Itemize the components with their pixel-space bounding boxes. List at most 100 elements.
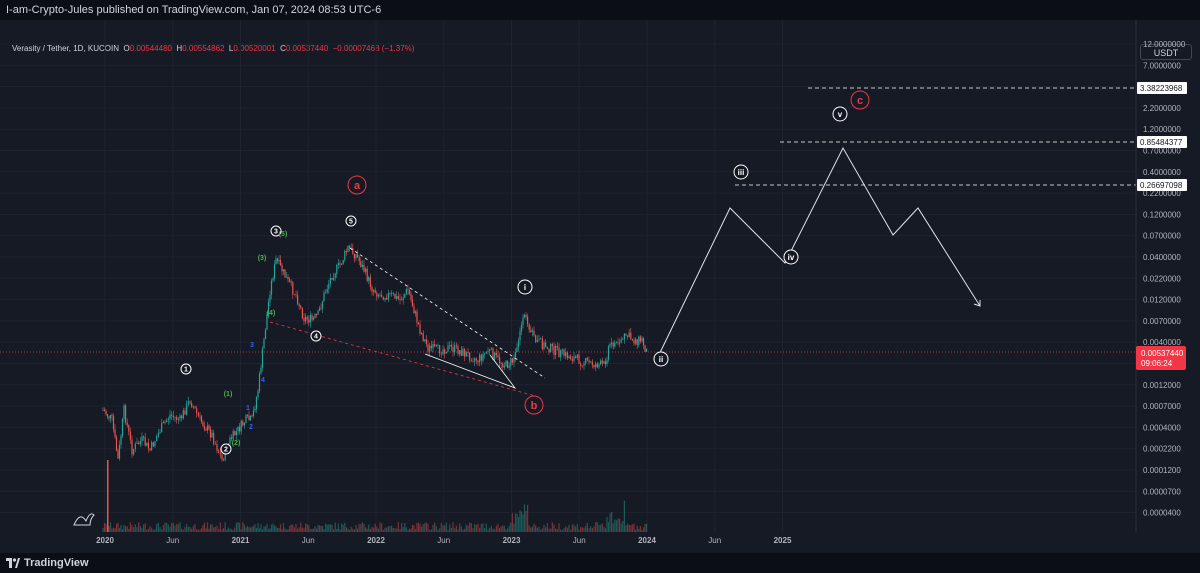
volume-bar [328, 524, 330, 532]
volume-bar [365, 527, 367, 532]
candle-body [570, 356, 572, 360]
candle-body [384, 297, 386, 300]
candle-body [249, 415, 252, 421]
volume-bar [174, 525, 176, 532]
candle-body [591, 361, 593, 366]
candle-body [576, 354, 578, 358]
support-line [269, 321, 536, 397]
candle-body [411, 299, 414, 307]
wave-label-text: a [354, 180, 361, 192]
volume-bar [205, 528, 207, 532]
volume-bar [523, 504, 526, 532]
volume-bar [136, 527, 138, 532]
candle-body [275, 258, 277, 265]
volume-bar [411, 524, 414, 532]
candle-body [254, 408, 256, 411]
wave-red-c: c [850, 90, 870, 110]
volume-bar [452, 522, 454, 532]
candle-body [111, 415, 113, 417]
candle-body [108, 416, 110, 419]
volume-bar [576, 523, 578, 532]
volume-bar [257, 523, 259, 532]
volume-bar [361, 522, 363, 532]
y-tick-label: 2.2000000 [1143, 104, 1181, 113]
volume-bar [499, 528, 501, 532]
volume-bar [154, 529, 156, 532]
candle-body [442, 349, 444, 355]
candle-body [422, 333, 424, 342]
candle-body [417, 322, 420, 325]
candle-body [248, 415, 250, 421]
volume-bar [560, 529, 562, 532]
volume-bar [292, 524, 294, 532]
volume-bar [121, 529, 124, 532]
candle-body [588, 360, 590, 363]
volume-bar [487, 529, 489, 532]
volume-spike [107, 460, 109, 532]
candle-body [503, 365, 505, 368]
volume-bar [417, 522, 420, 532]
x-tick-label: 2023 [503, 536, 521, 545]
volume-bar [470, 523, 472, 532]
volume-bar [189, 526, 191, 532]
candle-body [323, 292, 325, 302]
volume-bar [312, 528, 315, 532]
candle-body [374, 290, 376, 293]
volume-bar [440, 522, 442, 532]
volume-bar [414, 529, 417, 532]
volume-bar [199, 529, 201, 532]
y-tick-label: 0.0400000 [1143, 253, 1181, 262]
volume-bar [181, 528, 183, 532]
volume-bar [450, 527, 452, 532]
candle-body [174, 416, 176, 418]
wave-label-text: 3 [274, 228, 278, 235]
volume-bar [226, 529, 228, 532]
candle-body [167, 419, 169, 421]
candle-body [413, 306, 415, 314]
volume-bar [117, 522, 119, 532]
volume-bar [408, 528, 411, 532]
volume-bar [494, 529, 496, 532]
symbol-name: Verasity / Tether, 1D, KUCOIN [12, 44, 120, 53]
volume-bar [535, 525, 537, 532]
candle-body [164, 421, 166, 423]
wave-label-circle [180, 363, 192, 375]
candle-body [489, 349, 491, 351]
wave-green-2: (3) [258, 255, 267, 262]
candle-body [369, 277, 371, 288]
volume-bar [404, 523, 406, 532]
volume-bar [541, 528, 543, 532]
candle-body [611, 342, 613, 344]
volume-bar [320, 525, 322, 532]
x-tick-label: Jun [437, 536, 450, 545]
volume-bar [349, 529, 351, 532]
candle-body [242, 421, 244, 426]
volume-bar [432, 524, 434, 532]
volume-bar [146, 529, 148, 532]
dino-icon [73, 513, 95, 526]
volume-bar [167, 524, 169, 532]
candle-body [568, 356, 570, 359]
volume-bar [202, 524, 204, 532]
volume-bar [311, 528, 313, 532]
volume-bar [434, 522, 436, 532]
candle-body [630, 332, 632, 340]
currency-button[interactable]: USDT [1140, 44, 1192, 60]
candle-body [401, 299, 403, 301]
candle-body [638, 336, 640, 345]
chart-area[interactable]: Verasity / Tether, 1D, KUCOIN O0.0054448… [0, 20, 1200, 553]
wave-label-circle [733, 164, 749, 180]
wave-label-circle [347, 175, 367, 195]
volume-bar [355, 524, 357, 532]
candle-body [460, 350, 462, 356]
volume-bar [227, 527, 229, 532]
volume-bar [336, 528, 338, 532]
candle-body [389, 292, 391, 294]
candle-body [482, 354, 484, 361]
tradingview-logo-icon [6, 558, 20, 568]
candle-body [531, 330, 533, 332]
target-lines [735, 87, 1136, 186]
candle-body [444, 349, 446, 354]
y-tick-label: 0.4000000 [1143, 168, 1181, 177]
